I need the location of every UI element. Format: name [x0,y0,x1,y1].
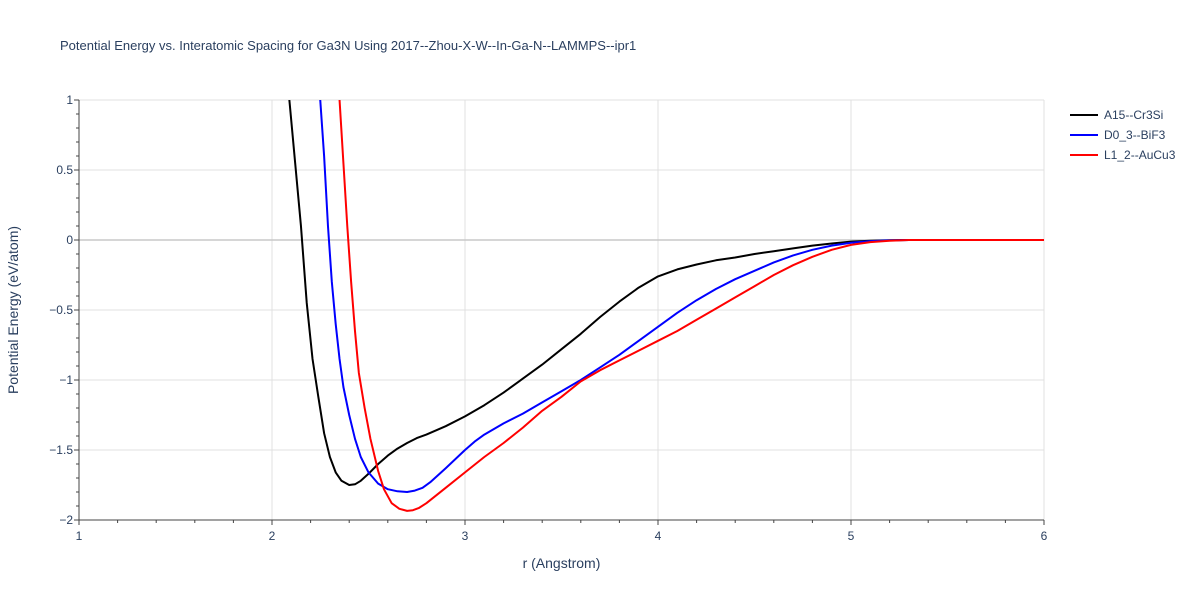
y-tick-label: −2 [59,513,73,527]
grid [79,99,1045,520]
y-tick-label: 1 [66,93,73,107]
legend-label: D0_3--BiF3 [1104,128,1166,142]
y-tick-label: −0.5 [49,303,73,317]
series-line-3 [338,100,1044,512]
y-axis-title: Potential Energy (eV/atom) [5,226,21,394]
axes: 1 2 3 4 5 6 −2 −1.5 −1 −0.5 0 0.5 1 [49,93,1047,543]
x-axis-title: r (Angstrom) [523,555,601,571]
y-tick-label: −1.5 [49,443,73,457]
x-tick-label: 3 [462,529,469,543]
legend-item[interactable]: L1_2--AuCu3 [1070,148,1176,162]
y-tick-label: 0 [66,233,73,247]
series-line-1 [288,100,1044,486]
legend-item[interactable]: D0_3--BiF3 [1070,128,1166,142]
y-tick-label: −1 [59,373,73,387]
y-tick-label: 0.5 [56,163,73,177]
x-tick-label: 2 [269,529,276,543]
legend-label: L1_2--AuCu3 [1104,148,1176,162]
chart-title: Potential Energy vs. Interatomic Spacing… [60,38,636,53]
legend-label: A15--Cr3Si [1104,108,1163,122]
legend-item[interactable]: A15--Cr3Si [1070,108,1163,122]
plot-area [288,100,1044,512]
series-line-2 [319,100,1044,493]
x-tick-label: 6 [1041,529,1048,543]
x-tick-label: 1 [76,529,83,543]
legend: A15--Cr3Si D0_3--BiF3 L1_2--AuCu3 [1070,108,1176,162]
x-tick-label: 5 [848,529,855,543]
x-tick-label: 4 [655,529,662,543]
